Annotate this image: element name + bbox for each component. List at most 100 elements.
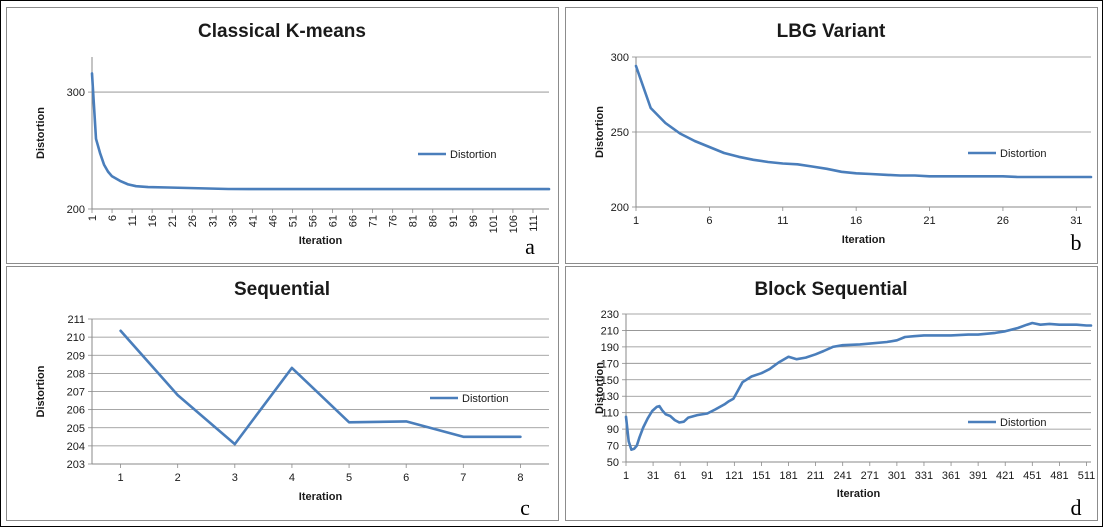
x-tick-label: 26 xyxy=(187,215,199,227)
y-tick-label: 206 xyxy=(67,405,85,417)
data-point xyxy=(407,188,410,190)
y-tick-label: 205 xyxy=(67,423,85,435)
panel-d: Block Sequential230210190170150130110907… xyxy=(565,266,1098,521)
panel-letter: c xyxy=(520,495,530,520)
data-point xyxy=(950,334,952,337)
data-point xyxy=(95,138,97,140)
y-tick-label: 230 xyxy=(601,309,619,321)
panel-letter: b xyxy=(1071,230,1082,255)
data-point xyxy=(646,417,649,420)
y-tick-label: 204 xyxy=(67,441,85,453)
data-point xyxy=(107,170,109,173)
series-line-distortion xyxy=(624,321,1093,451)
data-point xyxy=(958,175,960,178)
data-point xyxy=(868,342,871,345)
data-point xyxy=(723,152,725,154)
data-point xyxy=(987,175,990,178)
x-tick-label: 91 xyxy=(701,470,713,482)
x-tick-label: 211 xyxy=(807,470,825,482)
data-point xyxy=(884,173,887,176)
x-tick-label: 81 xyxy=(408,215,420,227)
data-point xyxy=(673,419,676,421)
data-point xyxy=(1046,176,1048,178)
x-tick-label: 301 xyxy=(888,470,906,482)
data-point xyxy=(247,188,250,190)
y-tick-label: 208 xyxy=(67,368,85,380)
data-point xyxy=(462,436,465,438)
panel-border xyxy=(565,7,1098,264)
panel-letter: a xyxy=(525,234,535,259)
x-tick-label: 481 xyxy=(1050,470,1068,482)
panel-border xyxy=(6,266,559,521)
y-tick-label: 150 xyxy=(601,375,619,387)
x-axis-label: Iteration xyxy=(299,491,343,503)
data-point xyxy=(291,367,293,369)
legend-label: Distortion xyxy=(1000,417,1046,429)
data-point xyxy=(693,140,696,142)
data-point xyxy=(649,107,652,109)
data-point xyxy=(886,341,888,343)
data-point xyxy=(679,132,681,135)
x-tick-label: 1 xyxy=(633,215,639,227)
data-point xyxy=(103,163,105,166)
data-point xyxy=(1090,176,1092,178)
x-tick-label: 26 xyxy=(997,215,1009,227)
x-tick-label: 1 xyxy=(118,472,124,484)
data-point xyxy=(1002,175,1004,178)
x-tick-label: 391 xyxy=(969,470,987,482)
data-point xyxy=(147,186,149,188)
x-tick-label: 66 xyxy=(348,215,360,227)
chart-title: Classical K-means xyxy=(198,21,366,42)
data-point xyxy=(781,162,784,165)
data-point xyxy=(119,180,121,182)
data-point xyxy=(655,406,658,408)
data-point xyxy=(630,448,633,451)
data-point xyxy=(914,174,916,177)
data-point xyxy=(1016,176,1019,178)
x-tick-label: 121 xyxy=(725,470,743,482)
data-point xyxy=(752,158,755,161)
x-axis-label: Iteration xyxy=(837,488,881,500)
x-tick-label: 51 xyxy=(287,215,299,227)
x-tick-label: 271 xyxy=(861,470,879,482)
data-point xyxy=(519,436,522,438)
data-point xyxy=(737,389,739,392)
data-point xyxy=(627,440,630,443)
data-point xyxy=(896,339,898,342)
x-tick-label: 21 xyxy=(923,215,935,227)
x-axis-label: Iteration xyxy=(842,234,886,246)
x-tick-label: 61 xyxy=(328,215,340,227)
x-tick-label: 4 xyxy=(289,472,295,484)
x-tick-label: 5 xyxy=(346,472,352,484)
data-point xyxy=(1085,324,1088,327)
y-tick-label: 207 xyxy=(67,387,85,399)
data-point xyxy=(633,448,635,450)
x-tick-label: 331 xyxy=(915,470,933,482)
x-tick-label: 61 xyxy=(674,470,686,482)
data-point xyxy=(741,381,744,384)
y-tick-label: 211 xyxy=(67,314,85,326)
x-tick-label: 451 xyxy=(1023,470,1041,482)
data-point xyxy=(669,415,672,417)
y-tick-label: 250 xyxy=(611,127,629,139)
y-tick-label: 200 xyxy=(611,202,629,214)
data-point xyxy=(678,421,681,424)
data-point xyxy=(651,410,653,412)
y-tick-label: 210 xyxy=(67,332,85,344)
data-point xyxy=(405,420,407,423)
x-tick-label: 106 xyxy=(508,215,520,233)
data-point xyxy=(795,358,798,361)
data-point xyxy=(1004,330,1007,333)
data-point xyxy=(638,436,641,439)
data-point xyxy=(111,175,113,178)
x-tick-label: 31 xyxy=(207,215,219,227)
series-line-distortion xyxy=(119,329,522,446)
data-point xyxy=(682,420,685,423)
data-point xyxy=(664,413,667,416)
data-point xyxy=(642,426,644,429)
data-point xyxy=(119,329,122,332)
data-point xyxy=(855,172,857,175)
panel-letter: d xyxy=(1071,495,1082,520)
x-tick-label: 3 xyxy=(232,472,238,484)
x-tick-label: 71 xyxy=(368,215,380,227)
